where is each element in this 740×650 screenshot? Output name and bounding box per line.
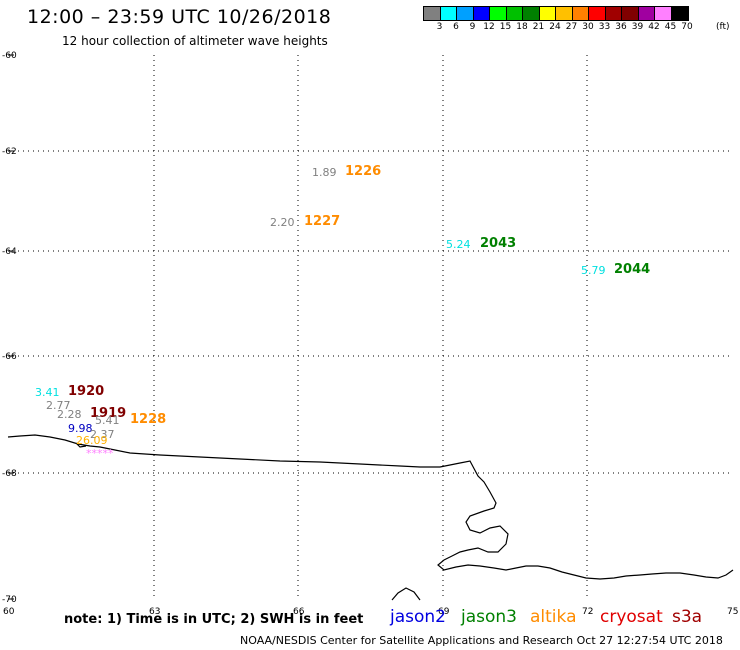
latitude-label: -62	[2, 147, 17, 157]
observation-time: 2043	[480, 236, 517, 251]
observation-time: 2044	[614, 262, 651, 277]
swh-value: *****	[86, 447, 114, 460]
longitude-label: 63	[149, 607, 160, 617]
observation-time: 1228	[130, 412, 167, 427]
swh-value: 2.77	[46, 399, 71, 412]
colorbar-swatch	[638, 7, 655, 20]
colorbar-swatch	[523, 7, 540, 20]
colorbar-swatch	[506, 7, 523, 20]
swh-value: 26.09	[76, 434, 108, 447]
colorbar-swatch	[622, 7, 639, 20]
latitude-label: -68	[2, 469, 17, 479]
swh-value: 5.24	[446, 238, 471, 251]
credit-line: NOAA/NESDIS Center for Satellite Applica…	[240, 634, 723, 647]
swh-value: 3.41	[35, 386, 60, 399]
colorbar-tick-label: 45	[664, 22, 677, 32]
swh-value: 5.41	[95, 414, 120, 427]
colorbar-tick-label: 30	[582, 22, 594, 32]
colorbar-swatch	[490, 7, 507, 20]
colorbar-swatch	[589, 7, 606, 20]
latitude-label: -66	[2, 352, 17, 362]
colorbar-swatch	[556, 7, 573, 20]
legend-altika: altika	[530, 607, 577, 627]
map-gridlines	[8, 54, 732, 600]
coastline-south	[391, 587, 421, 601]
coastline	[7, 434, 734, 580]
colorbar-tick-label: 18	[516, 22, 528, 32]
colorbar-swatch	[605, 7, 622, 20]
colorbar-tick-label: 3	[436, 22, 443, 32]
longitude-label: 66	[293, 607, 305, 617]
colorbar-swatch	[671, 7, 688, 20]
observation-time: 1226	[345, 164, 382, 179]
units-note: note: 1) Time is in UTC; 2) SWH is in fe…	[64, 612, 364, 627]
swh-value: 9.98	[68, 422, 93, 435]
colorbar-unit: (ft)	[716, 22, 730, 32]
latitude-label: -60	[2, 51, 17, 61]
longitude-label: 72	[582, 607, 593, 617]
colorbar-swatch	[440, 7, 457, 20]
observation-time: 1919	[90, 406, 127, 421]
swh-value: 5.79	[581, 264, 606, 277]
colorbar-swatch	[424, 7, 441, 20]
map-title: 12:00 – 23:59 UTC 10/26/2018	[27, 6, 332, 28]
colorbar-tick-label: 12	[483, 22, 495, 32]
longitude-label: 75	[727, 607, 738, 617]
legend-jason3: jason3	[461, 607, 517, 627]
colorbar-tick-label: 39	[631, 22, 644, 32]
swh-value: 2.20	[270, 216, 295, 229]
legend-s3a: s3a	[672, 607, 703, 627]
colorbar-tick-label: 70	[681, 22, 693, 32]
colorbar-swatch	[457, 7, 474, 20]
legend-jason2: jason2	[390, 607, 446, 627]
longitude-label: 69	[438, 607, 450, 617]
colorbar-tick-label: 42	[648, 22, 660, 32]
coastline-bay	[75, 442, 87, 448]
swh-value: 2.37	[90, 428, 115, 441]
colorbar-swatch	[655, 7, 672, 20]
colorbar-tick-label: 6	[453, 22, 459, 32]
wave-height-colorbar	[423, 6, 689, 21]
colorbar-swatch	[572, 7, 589, 20]
map-subtitle: 12 hour collection of altimeter wave hei…	[62, 34, 328, 48]
latitude-label: -64	[2, 247, 17, 257]
colorbar-tick-label: 27	[565, 22, 578, 32]
colorbar-tick-label: 9	[469, 22, 476, 32]
swh-value: 2.28	[57, 408, 82, 421]
colorbar-tick-label: 33	[598, 22, 611, 32]
observation-time: 1920	[68, 384, 105, 399]
longitude-label: 60	[3, 607, 15, 617]
colorbar-swatch	[539, 7, 556, 20]
colorbar-swatch	[473, 7, 490, 20]
colorbar-tick-label: 21	[532, 22, 545, 32]
observation-time: 1227	[304, 214, 341, 229]
latitude-label: -70	[2, 595, 17, 605]
legend-cryosat: cryosat	[600, 607, 663, 627]
colorbar-tick-label: 36	[615, 22, 627, 32]
colorbar-tick-label: 24	[549, 22, 561, 32]
colorbar-tick-label: 15	[499, 22, 512, 32]
swh-value: 1.89	[312, 166, 337, 179]
